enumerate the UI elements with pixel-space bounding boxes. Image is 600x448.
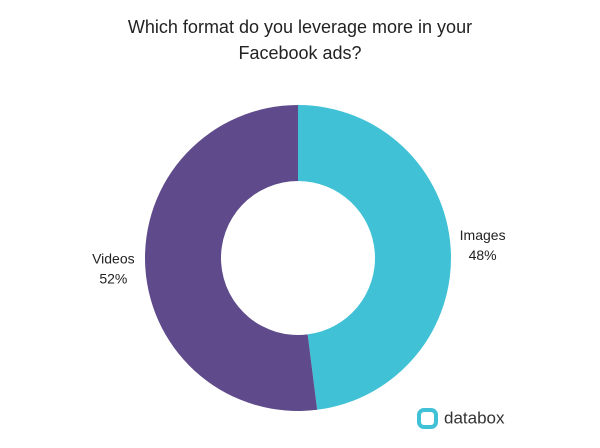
donut-slice (298, 105, 452, 410)
logo-icon (417, 408, 438, 429)
donut-slice (145, 105, 318, 411)
slice-value-label: 48% (469, 247, 497, 263)
slice-value-label: 52% (99, 270, 127, 286)
logo-text: databox (444, 408, 505, 427)
chart-title: Which format do you leverage more in you… (127, 17, 473, 63)
slice-label: Videos (92, 250, 135, 266)
slice-label: Images (460, 227, 506, 243)
